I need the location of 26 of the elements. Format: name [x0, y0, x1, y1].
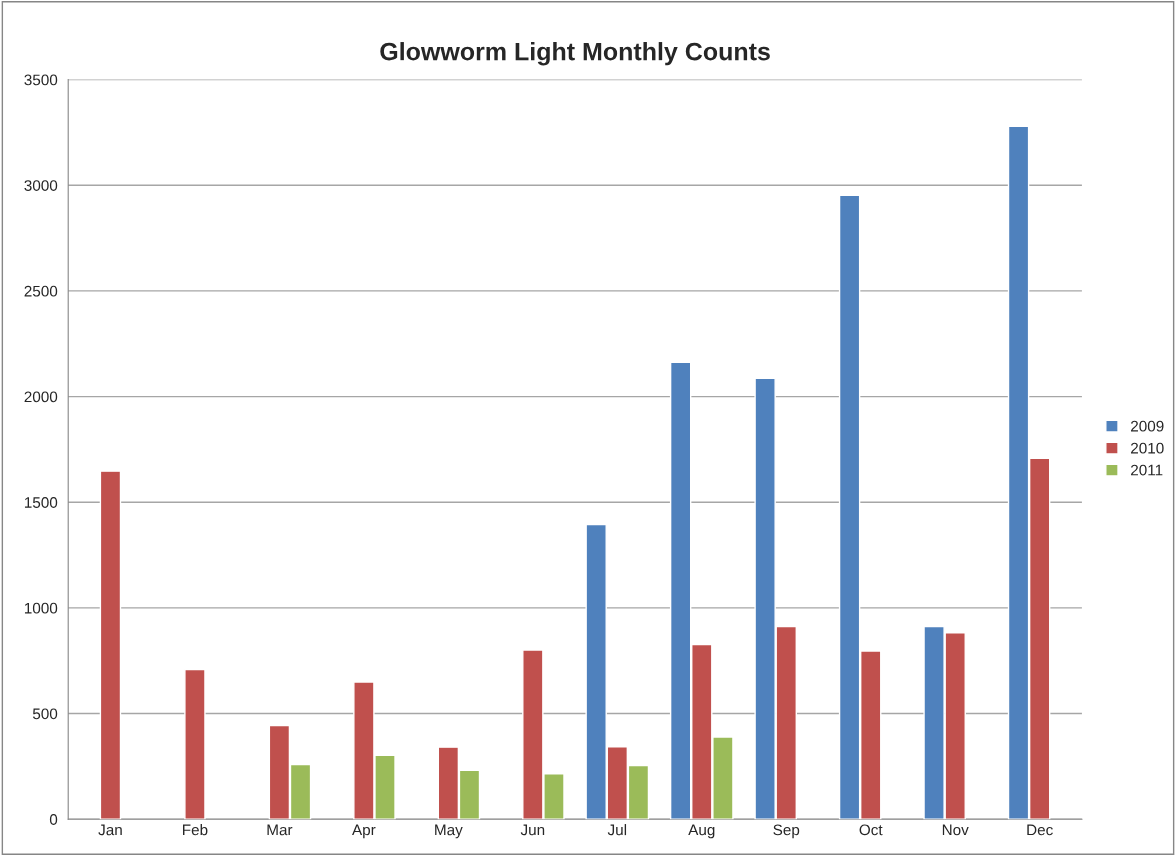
y-tick-label: 0: [49, 814, 58, 825]
x-tick-label: Apr: [352, 824, 376, 839]
x-tick-label: Jul: [607, 824, 627, 836]
bar: [184, 668, 206, 820]
x-tick-label: Sep: [773, 824, 800, 839]
y-tick-label: 3500: [24, 74, 58, 86]
x-tick-label: Aug: [688, 824, 715, 839]
y-tick-label: 500: [32, 708, 58, 720]
x-tick-label: Mar: [267, 824, 293, 836]
y-tick-label: 2000: [24, 391, 58, 403]
bar: [99, 470, 122, 820]
x-tick-label: Oct: [859, 824, 883, 836]
legend-label: 2011: [1131, 464, 1163, 476]
y-tick-label: 2500: [24, 285, 58, 297]
x-tick-label: Feb: [183, 824, 208, 836]
x-tick-label: Jun: [520, 824, 545, 836]
chart-title: Glowworm Light Monthly Counts: [380, 42, 770, 66]
x-tick-label: Dec: [1027, 824, 1053, 836]
legend-label: 2010: [1131, 442, 1164, 454]
x-tick-label: Jan: [98, 824, 122, 836]
y-tick-label: 1000: [24, 602, 58, 614]
y-tick-label: 1500: [24, 497, 58, 508]
legend-label: 2009: [1131, 420, 1164, 432]
x-tick-label: Nov: [942, 824, 969, 836]
y-tick-label: 3000: [24, 180, 58, 191]
x-tick-label: May: [435, 824, 463, 839]
